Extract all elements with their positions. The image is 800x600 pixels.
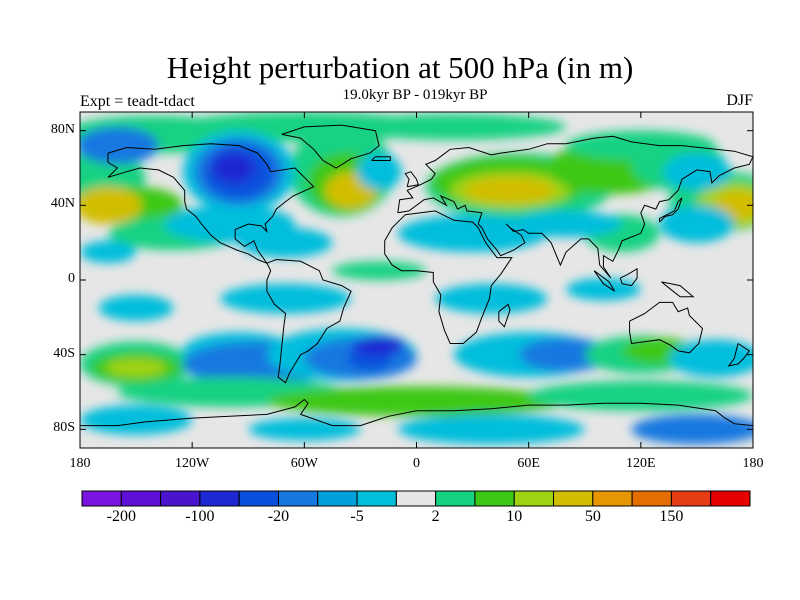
contour-region (465, 177, 555, 204)
lon-tick-label: 60W (290, 456, 318, 471)
contour-region (519, 337, 613, 372)
lon-tick-label: 0 (413, 456, 420, 471)
colorbar-label: -100 (185, 508, 215, 525)
colorbar-swatch (553, 490, 594, 507)
continent-outline (619, 267, 638, 287)
colorbar-swatch (317, 490, 358, 507)
colorbar-swatch (238, 490, 279, 507)
continent-outline (498, 303, 511, 328)
lat-tick-label: 80N (50, 121, 75, 137)
lon-tick-label: 60E (517, 456, 540, 471)
contour-region (528, 380, 753, 411)
contour-region (220, 283, 352, 314)
colorbar-swatch (199, 490, 240, 507)
colorbar-swatch (395, 490, 437, 507)
chart-title: Height perturbation at 500 hPa (in m) (166, 50, 634, 85)
contour-region (98, 294, 174, 322)
colorbar-swatch (513, 490, 555, 507)
colorbar-swatch (120, 490, 162, 507)
colorbar-label: 10 (506, 508, 523, 525)
season-label: DJF (726, 92, 753, 109)
contour-region (80, 405, 193, 435)
colorbar-label: 2 (431, 508, 440, 525)
continent-outline (397, 135, 753, 279)
continent-outline (593, 270, 616, 292)
experiment-label: Expt = teadt-tdact (80, 93, 195, 110)
continent-outline (371, 156, 391, 161)
contour-region (266, 386, 567, 417)
continent-outline (107, 143, 315, 265)
continent-outline (384, 210, 513, 344)
continent-outline (661, 281, 695, 298)
contour-field (80, 112, 753, 448)
contour-region (80, 240, 137, 264)
contour-region (631, 414, 753, 445)
contour-region (566, 278, 641, 301)
contour-region (356, 153, 402, 191)
colorbar-swatch (356, 490, 397, 507)
colorbar-swatch (160, 490, 201, 507)
lon-tick-label: 120W (175, 456, 210, 471)
lat-tick-label: 0 (68, 271, 75, 286)
contour-region (352, 336, 406, 355)
contour-region (106, 358, 166, 378)
continent-outline (404, 171, 420, 188)
lat-tick-label: 40N (50, 196, 75, 212)
colorbar-swatch (631, 490, 672, 507)
contour-region (212, 153, 254, 183)
contour-region (663, 153, 731, 191)
colorbar-label: 50 (584, 508, 601, 525)
colorbar-label: -200 (106, 508, 136, 525)
continent-outline (629, 301, 704, 354)
colorbar-swatch (710, 490, 751, 507)
colorbar-swatch (474, 490, 515, 507)
lon-tick-label: 180 (69, 456, 91, 471)
lat-tick-label: 80S (53, 420, 75, 436)
contour-region (509, 210, 623, 238)
contour-region (80, 186, 142, 224)
chart-subtitle: 19.0kyr BP - 019kyr BP (342, 87, 488, 103)
contour-region (238, 227, 333, 258)
contour-region (397, 414, 585, 445)
lat-tick-label: 40S (53, 345, 75, 361)
contour-region (341, 113, 567, 140)
colorbar-label: -5 (350, 508, 364, 525)
continent-outline (266, 258, 352, 384)
colorbar-swatch (277, 490, 319, 507)
continent-outline (659, 197, 683, 223)
lon-tick-label: 120E (626, 456, 656, 471)
contour-region (659, 205, 735, 243)
colorbar-swatch (670, 490, 712, 507)
colorbar-label: -20 (267, 508, 290, 525)
colorbar-swatch (592, 490, 633, 507)
contour-region (668, 339, 753, 378)
colorbar-label: 150 (659, 508, 684, 525)
continent-outline (80, 398, 753, 427)
colorbar-swatch (81, 490, 122, 507)
colorbar-swatch (435, 490, 476, 507)
contour-region (248, 418, 361, 441)
contour-region (80, 126, 159, 165)
lon-tick-label: 180 (742, 456, 764, 471)
contour-region (332, 261, 426, 280)
continent-outline (281, 124, 380, 169)
continent-outline (727, 343, 751, 367)
contour-region (435, 283, 548, 314)
